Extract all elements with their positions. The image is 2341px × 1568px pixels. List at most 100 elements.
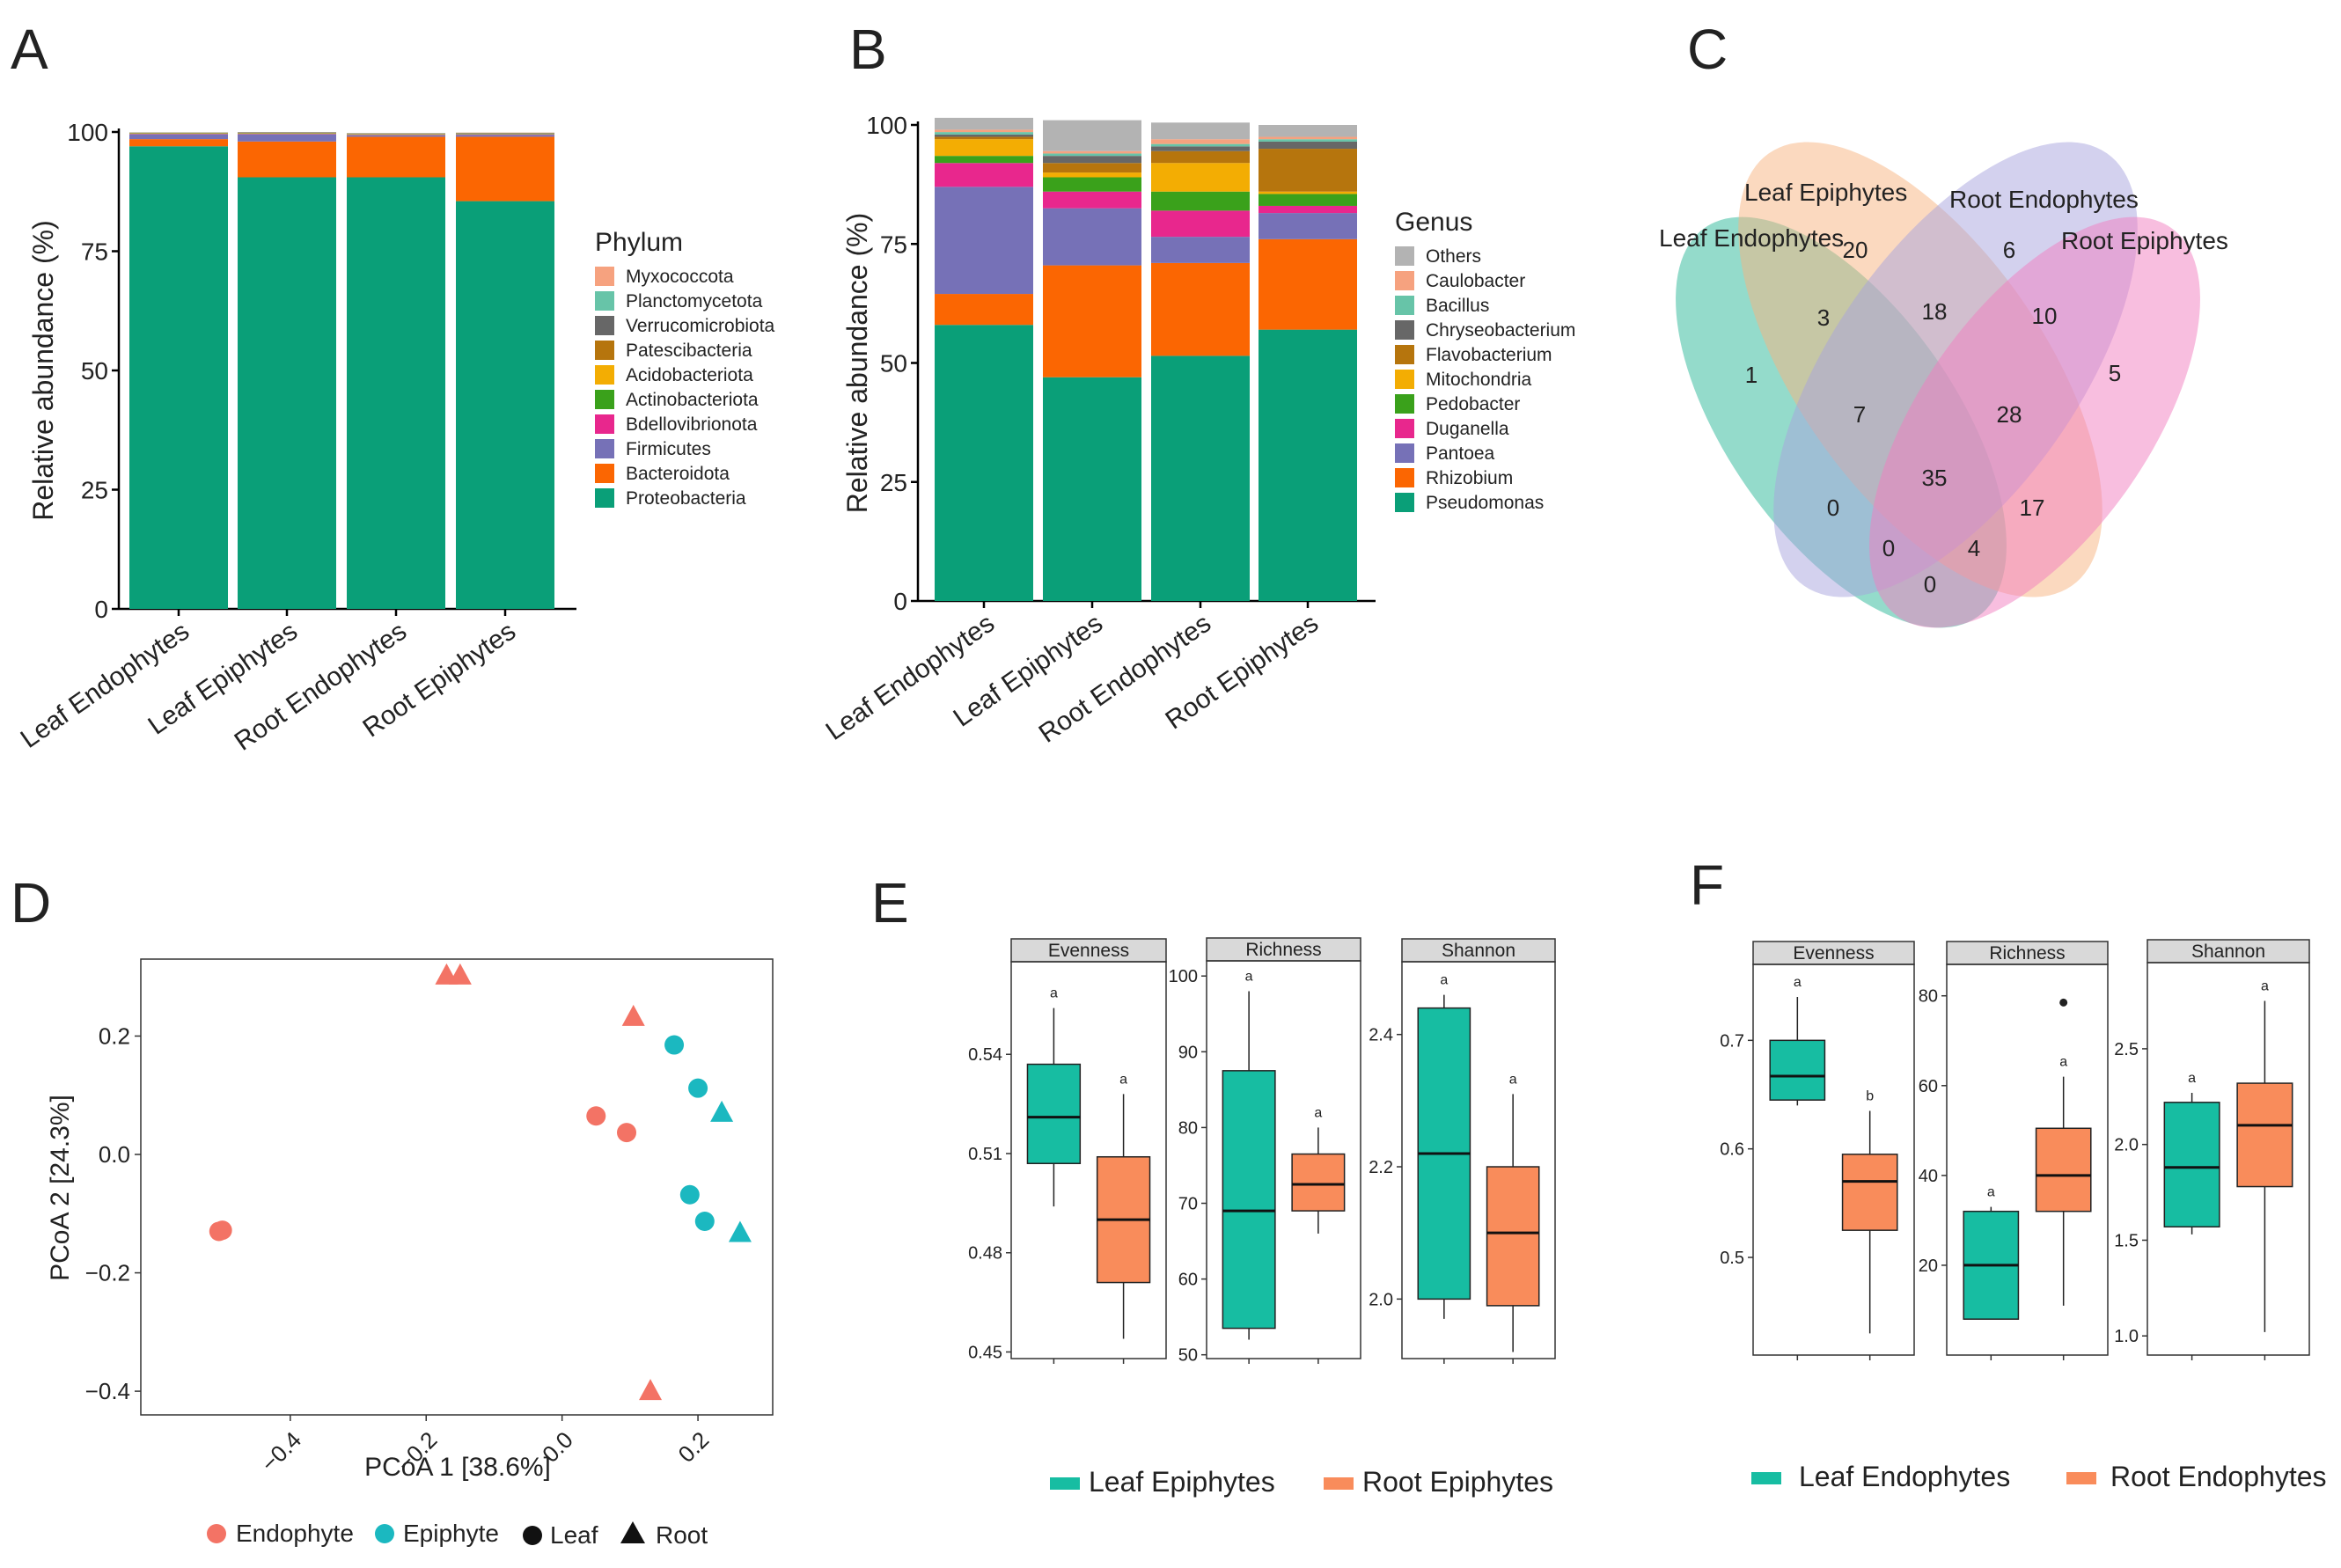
- box-root-epiphytes: [1291, 1153, 1346, 1212]
- legend-swatch-acidobacteriota: [595, 365, 614, 385]
- y-tick-label: 0.7: [1720, 1031, 1744, 1051]
- panel-label-f: F: [1690, 854, 1724, 917]
- y-tick-label: 80: [1919, 987, 1938, 1007]
- facet-plot-border: [1946, 964, 2109, 1356]
- legend-swatch-leaf-endophytes: [1751, 1472, 1781, 1484]
- legend-swatch-others: [1395, 246, 1414, 266]
- legend-swatch-mitochondria: [1395, 370, 1414, 389]
- box-leaf-epiphytes: [1026, 1063, 1082, 1165]
- bar-bdellovibrionota-root-epiphytes: [456, 134, 554, 136]
- y-tick-label: 0.48: [968, 1244, 1002, 1264]
- legend-swatch-proteobacteria: [595, 488, 614, 508]
- bar-proteobacteria-root-endophytes: [347, 177, 445, 610]
- bar-mitochondria-leaf-epiphytes: [1043, 172, 1141, 178]
- y-tick-label: 0: [94, 596, 108, 623]
- legend-swatch-duganella: [1395, 419, 1414, 438]
- legend-swatch-bacteroidota: [595, 464, 614, 483]
- point-epiphyte-root: [710, 1100, 734, 1122]
- bar-pedobacter-leaf-epiphytes: [1043, 177, 1141, 192]
- legend-label: Flavobacterium: [1426, 345, 1552, 365]
- point-epiphyte-root: [728, 1220, 752, 1242]
- y-axis-title: Relative abundance (%): [841, 213, 873, 514]
- bar-duganella-root-epiphytes: [1259, 205, 1357, 214]
- bar-verrucomicrobiota-root-endophytes: [347, 133, 445, 135]
- panel-label-a: A: [11, 18, 48, 81]
- bar-chryseobacterium-leaf-endophytes: [935, 134, 1033, 137]
- legend-swatch-patescibacteria: [595, 341, 614, 360]
- bar-pantoea-root-epiphytes: [1259, 213, 1357, 239]
- legend-label: Duganella: [1426, 419, 1509, 439]
- y-axis-title: PCoA 2 [24.3%]: [46, 1095, 75, 1281]
- y-tick-label: −0.4: [85, 1378, 130, 1404]
- significance-letter: b: [1866, 1089, 1874, 1104]
- venn-count-ren-rep: 10: [2032, 303, 2058, 329]
- y-tick-label: 0: [893, 588, 907, 615]
- bar-bacteroidota-leaf-endophytes: [129, 139, 228, 147]
- legend-label: Planctomycetota: [626, 291, 763, 311]
- significance-letter: a: [1987, 1185, 1995, 1200]
- bar-verrucomicrobiota-leaf-epiphytes: [238, 132, 336, 134]
- legend-label: Root Epiphytes: [1362, 1466, 1553, 1498]
- bar-pedobacter-leaf-endophytes: [935, 156, 1033, 164]
- venn-count-lep: 20: [1843, 237, 1868, 263]
- venn-count-len: 1: [1745, 362, 1758, 388]
- bar-chryseobacterium-root-endophytes: [1151, 146, 1250, 151]
- y-tick-label: 100: [1169, 967, 1198, 986]
- legend-swatch-firmicutes: [595, 439, 614, 458]
- box-root-epiphytes: [1486, 1166, 1540, 1307]
- facet-plot-border: [1752, 964, 1915, 1356]
- y-tick-label: 2.4: [1369, 1026, 1393, 1045]
- bar-others-leaf-endophytes: [935, 117, 1033, 130]
- bar-bacteroidota-leaf-epiphytes: [238, 141, 336, 178]
- panel-f: F Evenness 0.5 0.6 0.7 a b Richness 20 40 60 80 a a Sh…: [1690, 854, 2327, 1492]
- legend-label: Bacillus: [1426, 296, 1489, 316]
- venn-count-len-rep: 0: [1924, 571, 1936, 597]
- y-tick-label: 2.5: [2114, 1040, 2139, 1059]
- panel-label-b: B: [849, 18, 887, 81]
- y-tick-label: 90: [1178, 1043, 1198, 1062]
- bar-caulobacter-leaf-endophytes: [935, 129, 1033, 133]
- bar-pedobacter-root-epiphytes: [1259, 194, 1357, 206]
- venn-count-lep-ren: 18: [1922, 298, 1948, 325]
- y-tick-label: 25: [81, 477, 108, 504]
- bar-verrucomicrobiota-root-epiphytes: [456, 133, 554, 134]
- x-tick-label: −0.4: [256, 1426, 307, 1477]
- legend-label: Leaf Endophytes: [1799, 1461, 2010, 1492]
- legend-label: Leaf: [550, 1521, 598, 1549]
- bar-pantoea-leaf-endophytes: [935, 187, 1033, 295]
- panel-c: C Leaf Endophytes Leaf Epiphytes Root Endop…: [1659, 18, 2228, 628]
- panel-label-e: E: [871, 871, 909, 934]
- bar-caulobacter-root-endophytes: [1151, 139, 1250, 144]
- facet-title: Richness: [1989, 943, 2065, 964]
- facet-plot-border: [1010, 961, 1167, 1359]
- venn-count-len-lep-ren: 7: [1853, 401, 1866, 428]
- significance-letter: a: [1050, 986, 1058, 1001]
- facet-title: Shannon: [1442, 941, 1515, 961]
- bar-firmicutes-root-epiphytes: [456, 135, 554, 137]
- bar-proteobacteria-leaf-endophytes: [129, 146, 228, 609]
- bar-pseudomonas-leaf-endophytes: [935, 325, 1033, 601]
- point-endophyte-leaf: [617, 1123, 637, 1143]
- y-tick-label: 2.2: [1369, 1158, 1393, 1177]
- legend-label: Bacteroidota: [626, 464, 730, 484]
- bar-pseudomonas-root-epiphytes: [1259, 329, 1357, 601]
- bar-bdellovibrionota-root-endophytes: [347, 135, 445, 136]
- venn-count-len-lep-ren-rep: 35: [1922, 465, 1948, 491]
- point-epiphyte-leaf: [664, 1035, 685, 1055]
- y-tick-label: 0.2: [99, 1022, 130, 1049]
- bar-bacillus-root-endophytes: [1151, 143, 1250, 147]
- venn-count-lep-rep: 17: [2020, 495, 2045, 521]
- bar-flavobacterium-leaf-epiphytes: [1043, 163, 1141, 173]
- bar-mitochondria-root-epiphytes: [1259, 191, 1357, 194]
- plot-border: [140, 958, 774, 1416]
- legend-swatch-chryseobacterium: [1395, 320, 1414, 340]
- venn-count-len-lep: 3: [1817, 304, 1830, 331]
- bar-duganella-leaf-endophytes: [935, 163, 1033, 187]
- bar-others-leaf-epiphytes: [1043, 120, 1141, 151]
- bar-chryseobacterium-leaf-epiphytes: [1043, 156, 1141, 164]
- bar-pseudomonas-root-endophytes: [1151, 355, 1250, 601]
- legend-label: Caulobacter: [1426, 271, 1525, 291]
- bar-proteobacteria-root-epiphytes: [456, 201, 554, 609]
- point-epiphyte-leaf: [694, 1212, 715, 1232]
- y-tick-label: 0.54: [968, 1045, 1002, 1065]
